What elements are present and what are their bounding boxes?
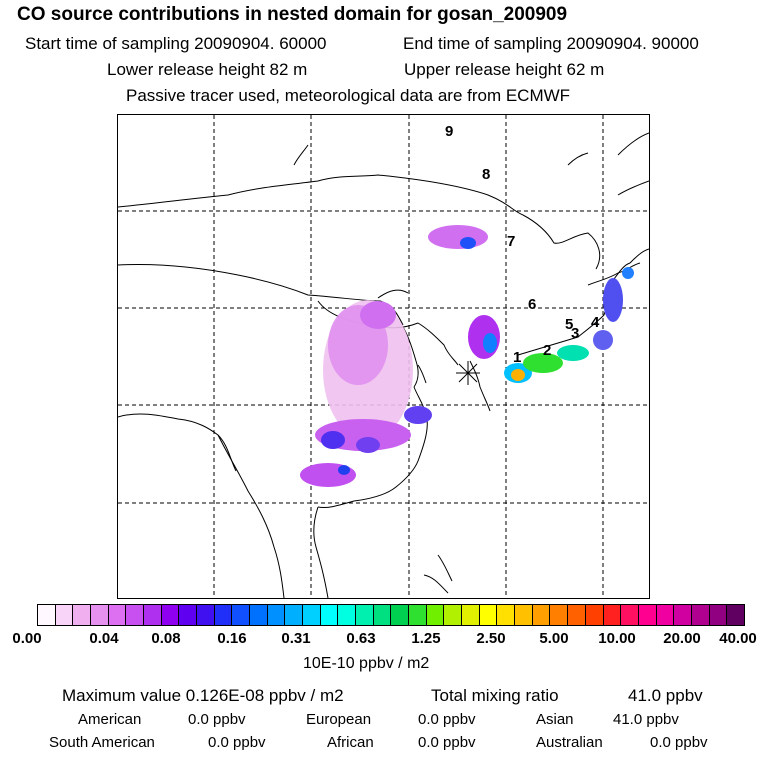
asian-value: 41.0 ppbv xyxy=(613,711,679,728)
colorbar-swatch xyxy=(550,605,569,625)
colorbar-swatch xyxy=(515,605,533,625)
australian-label: Australian xyxy=(536,734,603,751)
asian-label: Asian xyxy=(536,711,574,728)
colorbar xyxy=(37,604,745,626)
colorbar-swatch xyxy=(585,605,604,625)
colorbar-swatch xyxy=(214,605,233,625)
colorbar-swatch xyxy=(409,605,427,625)
trajectory-label-6: 6 xyxy=(528,296,536,313)
concentration-field xyxy=(300,225,634,487)
max-value-text: Maximum value 0.126E-08 ppbv / m2 xyxy=(62,686,344,705)
colorbar-tick-2: 0.08 xyxy=(151,630,181,647)
colorbar-swatch xyxy=(161,605,180,625)
colorbar-swatch xyxy=(568,605,586,625)
colorbar-tick-0: 0.00 xyxy=(12,630,42,647)
colorbar-swatch xyxy=(373,605,392,625)
colorbar-swatch xyxy=(444,605,463,625)
colorbar-swatch xyxy=(709,605,728,625)
trajectory-label-3: 3 xyxy=(571,325,579,342)
tracer-note-text: Passive tracer used, meteorological data… xyxy=(126,86,571,105)
colorbar-swatch xyxy=(691,605,710,625)
colorbar-swatch xyxy=(285,605,304,625)
trajectory-label-2: 2 xyxy=(543,342,551,359)
colorbar-swatch xyxy=(267,605,286,625)
trajectory-label-9: 9 xyxy=(445,123,453,140)
colorbar-swatch xyxy=(462,605,480,625)
colorbar-tick-7: 2.50 xyxy=(476,630,506,647)
trajectory-label-8: 8 xyxy=(482,166,490,183)
end-time-text: End time of sampling 20090904. 90000 xyxy=(403,34,699,53)
figure-title: CO source contributions in nested domain… xyxy=(17,4,568,25)
asterisk-marker-icon xyxy=(456,361,480,385)
colorbar-swatch xyxy=(479,605,498,625)
colorbar-swatch xyxy=(126,605,145,625)
colorbar-swatch xyxy=(232,605,251,625)
colorbar-swatch xyxy=(674,605,692,625)
trajectory-label-7: 7 xyxy=(507,233,515,250)
colorbar-swatch xyxy=(91,605,109,625)
total-mixing-value: 41.0 ppbv xyxy=(628,686,703,705)
colorbar-swatch xyxy=(532,605,551,625)
colorbar-swatch xyxy=(727,605,744,625)
map-grid xyxy=(118,115,649,598)
colorbar-swatch xyxy=(197,605,215,625)
start-time-text: Start time of sampling 20090904. 60000 xyxy=(25,34,327,53)
colorbar-unit: 10E-10 ppbv / m2 xyxy=(303,655,430,672)
colorbar-tick-9: 10.00 xyxy=(598,630,636,647)
colorbar-swatch xyxy=(426,605,445,625)
colorbar-swatch xyxy=(320,605,339,625)
american-value: 0.0 ppbv xyxy=(188,711,246,728)
african-label: African xyxy=(327,734,374,751)
colorbar-swatch xyxy=(38,605,56,625)
colorbar-swatch xyxy=(656,605,675,625)
south-american-value: 0.0 ppbv xyxy=(208,734,266,751)
colorbar-swatch xyxy=(55,605,74,625)
trajectory-label-5: 5 xyxy=(565,316,573,333)
colorbar-swatch xyxy=(391,605,410,625)
european-value: 0.0 ppbv xyxy=(418,711,476,728)
lower-height-text: Lower release height 82 m xyxy=(107,60,308,79)
colorbar-tick-8: 5.00 xyxy=(539,630,569,647)
colorbar-tick-3: 0.16 xyxy=(217,630,247,647)
colorbar-tick-1: 0.04 xyxy=(89,630,119,647)
trajectory-label-4: 4 xyxy=(591,314,600,331)
colorbar-swatch xyxy=(603,605,622,625)
colorbar-tick-4: 0.31 xyxy=(281,630,311,647)
trajectory-labels: 1 2 3 4 5 6 7 8 9 xyxy=(445,123,600,366)
colorbar-swatch xyxy=(144,605,162,625)
trajectory-label-1: 1 xyxy=(513,349,521,366)
colorbar-swatch xyxy=(621,605,639,625)
australian-value: 0.0 ppbv xyxy=(650,734,708,751)
colorbar-tick-11: 40.00 xyxy=(719,630,757,647)
colorbar-swatch xyxy=(108,605,127,625)
colorbar-swatch xyxy=(356,605,374,625)
african-value: 0.0 ppbv xyxy=(418,734,476,751)
colorbar-tick-10: 20.00 xyxy=(663,630,701,647)
colorbar-swatch xyxy=(303,605,321,625)
colorbar-swatch xyxy=(638,605,657,625)
map-canvas: 1 2 3 4 5 6 7 8 9 xyxy=(118,115,649,598)
south-american-label: South American xyxy=(49,734,155,751)
colorbar-swatch xyxy=(250,605,268,625)
colorbar-swatch xyxy=(179,605,198,625)
colorbar-swatch xyxy=(338,605,357,625)
colorbar-swatch xyxy=(497,605,516,625)
total-mixing-label: Total mixing ratio xyxy=(431,686,559,705)
map-panel: 1 2 3 4 5 6 7 8 9 xyxy=(117,114,650,599)
american-label: American xyxy=(78,711,142,728)
colorbar-swatch xyxy=(73,605,92,625)
european-label: European xyxy=(306,711,372,728)
colorbar-tick-5: 0.63 xyxy=(346,630,376,647)
upper-height-text: Upper release height 62 m xyxy=(404,60,605,79)
colorbar-tick-6: 1.25 xyxy=(411,630,441,647)
